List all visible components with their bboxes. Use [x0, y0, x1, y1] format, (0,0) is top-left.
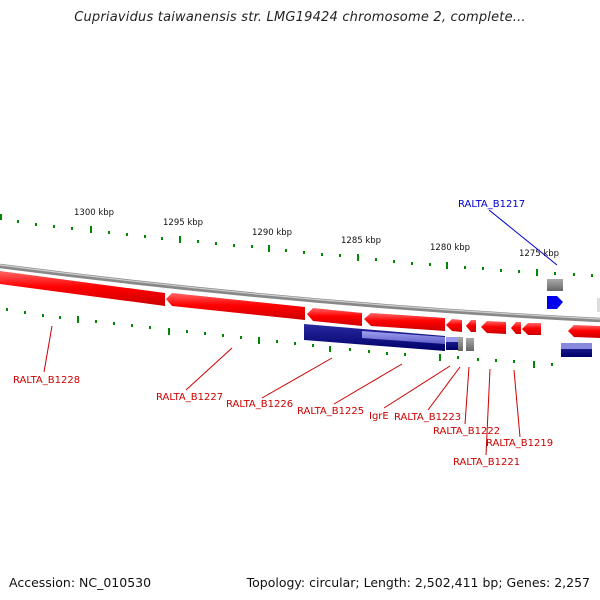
- leader-IgrE: [383, 365, 451, 409]
- accession-label: Accession: NC_010530: [9, 575, 152, 590]
- chromosome-backbone-highlight: [0, 264, 600, 320]
- pseudo-gene-small-2[interactable]: [466, 338, 474, 351]
- gene-labels[interactable]: RALTA_B1228 RALTA_B1227 RALTA_B1226 RALT…: [13, 199, 553, 468]
- gene-label-RALTA_B1222[interactable]: RALTA_B1222: [433, 426, 500, 437]
- gene-RALTA_B1228[interactable]: [0, 271, 165, 306]
- gene-RALTA_B1217[interactable]: [547, 296, 563, 309]
- leader-RALTA_B1228: [43, 325, 53, 373]
- gene-label-RALTA_B1226[interactable]: RALTA_B1226: [226, 399, 293, 410]
- upper-scale-ticks: [0, 214, 593, 277]
- gene-leader-lines: [43, 209, 558, 456]
- gene-RALTA_B1223[interactable]: [446, 319, 462, 332]
- cds-feature-track[interactable]: [304, 324, 592, 357]
- edge-gene-fragment[interactable]: [597, 298, 600, 312]
- gene-label-IgrE[interactable]: IgrE: [369, 411, 389, 422]
- tick-label-1295: 1295 kbp: [163, 218, 203, 228]
- gene-RALTA_B1222[interactable]: [466, 320, 476, 332]
- tick-label-1300: 1300 kbp: [74, 208, 114, 218]
- gene-label-RALTA_B1228[interactable]: RALTA_B1228: [13, 375, 80, 386]
- gene-label-RALTA_B1219[interactable]: RALTA_B1219: [486, 438, 553, 449]
- tick-label-1285: 1285 kbp: [341, 236, 381, 246]
- gene-label-RALTA_B1223[interactable]: RALTA_B1223: [394, 412, 461, 423]
- tick-label-1275: 1275 kbp: [519, 249, 559, 259]
- pseudo-gene-small[interactable]: [458, 337, 463, 351]
- lower-scale-ticks: [6, 308, 553, 368]
- cds-block-light[interactable]: [362, 331, 445, 344]
- gene-label-RALTA_B1217[interactable]: RALTA_B1217: [458, 199, 525, 210]
- gene-RALTA_B1221[interactable]: [481, 321, 506, 334]
- leader-RALTA_B1222: [464, 366, 470, 425]
- gene-label-RALTA_B1227[interactable]: RALTA_B1227: [156, 392, 223, 403]
- reverse-strand-genes[interactable]: [0, 271, 600, 338]
- chromosome-backbone: [0, 263, 600, 323]
- gene-RALTA_B1226[interactable]: [307, 308, 362, 326]
- gene-RALTA_B1219[interactable]: [522, 323, 541, 335]
- gene-RALTA_B1225[interactable]: [364, 313, 445, 331]
- gene-label-RALTA_B1221[interactable]: RALTA_B1221: [453, 457, 520, 468]
- tick-label-1290: 1290 kbp: [252, 228, 292, 238]
- scale-tick-labels: 1300 kbp 1295 kbp 1290 kbp 1285 kbp 1280…: [74, 208, 559, 259]
- gene-RALTA_B1227[interactable]: [166, 293, 305, 320]
- leader-RALTA_B1225: [333, 363, 403, 405]
- pseudo-gene-block[interactable]: [547, 279, 563, 291]
- gene-RALTA_B1220[interactable]: [511, 322, 521, 334]
- leader-RALTA_B1221: [485, 368, 491, 456]
- leader-RALTA_B1219: [513, 369, 521, 438]
- sequence-title: Cupriavidus taiwanensis str. LMG19424 ch…: [74, 10, 526, 25]
- leader-RALTA_B1227: [185, 347, 233, 391]
- cds-block-small-light[interactable]: [446, 337, 460, 342]
- gene-label-RALTA_B1225[interactable]: RALTA_B1225: [297, 406, 364, 417]
- leader-RALTA_B1223: [427, 366, 461, 411]
- cds-block-right-light[interactable]: [561, 343, 592, 349]
- sequence-summary: Topology: circular; Length: 2,502,411 bp…: [246, 575, 590, 590]
- tick-label-1280: 1280 kbp: [430, 243, 470, 253]
- gene-RALTA_B1218[interactable]: [568, 325, 600, 338]
- leader-RALTA_B1217: [488, 209, 558, 266]
- leader-RALTA_B1226: [261, 357, 333, 399]
